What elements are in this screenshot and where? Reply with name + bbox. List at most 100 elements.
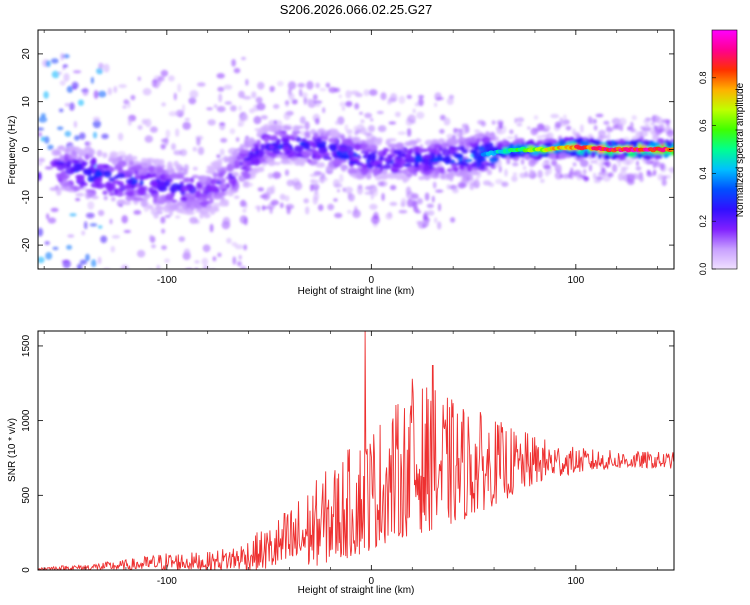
heatmap-cell bbox=[402, 163, 413, 167]
heatmap-cell bbox=[360, 143, 370, 152]
heatmap-cell bbox=[207, 279, 214, 284]
heatmap-cell bbox=[460, 177, 468, 184]
heatmap-cell bbox=[536, 135, 543, 140]
heatmap-cell bbox=[539, 178, 545, 183]
heatmap-cell bbox=[541, 134, 550, 138]
heatmap-cell bbox=[238, 105, 242, 111]
heatmap-cell bbox=[291, 137, 297, 141]
heatmap-cell bbox=[284, 138, 290, 147]
heatmap-cell bbox=[512, 172, 518, 176]
heatmap-cell bbox=[607, 132, 611, 141]
heatmap-cell bbox=[75, 192, 85, 197]
snr-x-axis-label: Height of straight line (km) bbox=[298, 585, 415, 596]
heatmap-cell bbox=[45, 60, 51, 68]
heatmap-cell bbox=[182, 274, 187, 282]
heatmap-cell bbox=[85, 212, 95, 219]
heatmap-cell bbox=[87, 175, 95, 182]
heatmap-cell bbox=[183, 248, 191, 257]
heatmap-cell bbox=[478, 145, 485, 153]
heatmap-cell bbox=[373, 138, 382, 146]
heatmap-cell bbox=[256, 166, 265, 173]
heatmap-cell bbox=[322, 177, 328, 182]
heatmap-cell bbox=[201, 277, 206, 285]
heatmap-cell bbox=[461, 123, 469, 128]
heatmap-cell bbox=[284, 169, 290, 176]
heatmap-cell bbox=[237, 261, 242, 267]
heatmap-cell bbox=[372, 187, 379, 197]
heatmap-cell bbox=[173, 92, 177, 101]
heatmap-cell bbox=[195, 192, 200, 199]
heatmap-cell bbox=[283, 111, 291, 121]
y-tick-label: 20 bbox=[21, 48, 32, 60]
heatmap-cell bbox=[347, 209, 352, 214]
heatmap-cell bbox=[152, 158, 162, 166]
heatmap-cell bbox=[439, 114, 446, 121]
colorbar-tick-label: 0.2 bbox=[698, 215, 708, 228]
heatmap-cell bbox=[643, 119, 650, 124]
heatmap-cell bbox=[238, 254, 242, 260]
heatmap-cell bbox=[109, 192, 115, 196]
heatmap-cell bbox=[45, 252, 53, 260]
heatmap-cell bbox=[498, 165, 502, 173]
heatmap-cell bbox=[438, 129, 445, 134]
heatmap-cell bbox=[87, 191, 93, 198]
heatmap-cell bbox=[117, 160, 128, 167]
heatmap-cell bbox=[439, 173, 446, 180]
heatmap-cell bbox=[504, 168, 508, 177]
heatmap-cell bbox=[314, 137, 322, 145]
figure-title: S206.2026.066.02.25.G27 bbox=[280, 2, 433, 17]
heatmap-cell bbox=[131, 156, 138, 160]
heatmap-cell bbox=[464, 158, 473, 163]
heatmap-cell bbox=[92, 119, 101, 129]
heatmap-cell bbox=[72, 166, 83, 172]
heatmap-cell bbox=[509, 129, 514, 135]
heatmap-cell bbox=[64, 130, 72, 137]
heatmap-cell bbox=[569, 171, 575, 180]
heatmap-cell bbox=[291, 134, 299, 138]
heatmap-cell bbox=[168, 204, 179, 211]
heatmap-cell bbox=[309, 173, 318, 178]
heatmap-cell bbox=[113, 188, 118, 196]
heatmap-cell bbox=[303, 96, 307, 106]
snr-y-axis-label: SNR (10 * v/v) bbox=[7, 418, 18, 482]
heatmap-cell bbox=[460, 126, 468, 136]
heatmap-cell bbox=[387, 99, 392, 105]
heatmap-cell bbox=[328, 143, 336, 151]
heatmap-cell bbox=[116, 172, 126, 179]
heatmap-cell bbox=[63, 276, 67, 282]
heatmap-cell bbox=[51, 70, 60, 79]
heatmap-cell bbox=[389, 93, 398, 102]
heatmap-cell bbox=[89, 164, 94, 170]
heatmap-cell bbox=[148, 277, 156, 280]
heatmap-cell bbox=[192, 166, 198, 171]
heatmap-cell bbox=[408, 140, 415, 145]
heatmap-cell bbox=[299, 116, 306, 124]
heatmap-cell bbox=[638, 171, 643, 180]
heatmap-cell bbox=[171, 199, 178, 203]
heatmap-cell bbox=[572, 162, 577, 167]
heatmap-cell bbox=[76, 263, 83, 269]
heatmap-cell bbox=[550, 113, 560, 119]
heatmap-cell bbox=[509, 151, 517, 159]
heatmap-cell bbox=[426, 203, 434, 209]
heatmap-cell bbox=[59, 80, 66, 86]
heatmap-cell bbox=[240, 166, 248, 170]
heatmap-cell bbox=[398, 95, 406, 105]
heatmap-cell bbox=[368, 144, 378, 151]
heatmap-cell bbox=[611, 117, 621, 125]
heatmap-cell bbox=[372, 168, 379, 177]
heatmap-cell bbox=[652, 134, 660, 141]
heatmap-cell bbox=[563, 114, 567, 120]
heatmap-cell bbox=[379, 157, 384, 161]
heatmap-cell bbox=[230, 105, 237, 112]
heatmap-cell bbox=[277, 80, 284, 87]
heatmap-cell bbox=[311, 153, 316, 160]
heatmap-cell bbox=[354, 205, 358, 215]
heatmap-cell bbox=[226, 165, 234, 172]
heatmap-cell bbox=[137, 188, 145, 195]
heatmap-cell bbox=[621, 166, 629, 170]
heatmap-cell bbox=[166, 164, 174, 169]
heatmap-cell bbox=[127, 118, 132, 126]
heatmap-cell bbox=[279, 193, 286, 201]
heatmap-cell bbox=[364, 191, 374, 195]
